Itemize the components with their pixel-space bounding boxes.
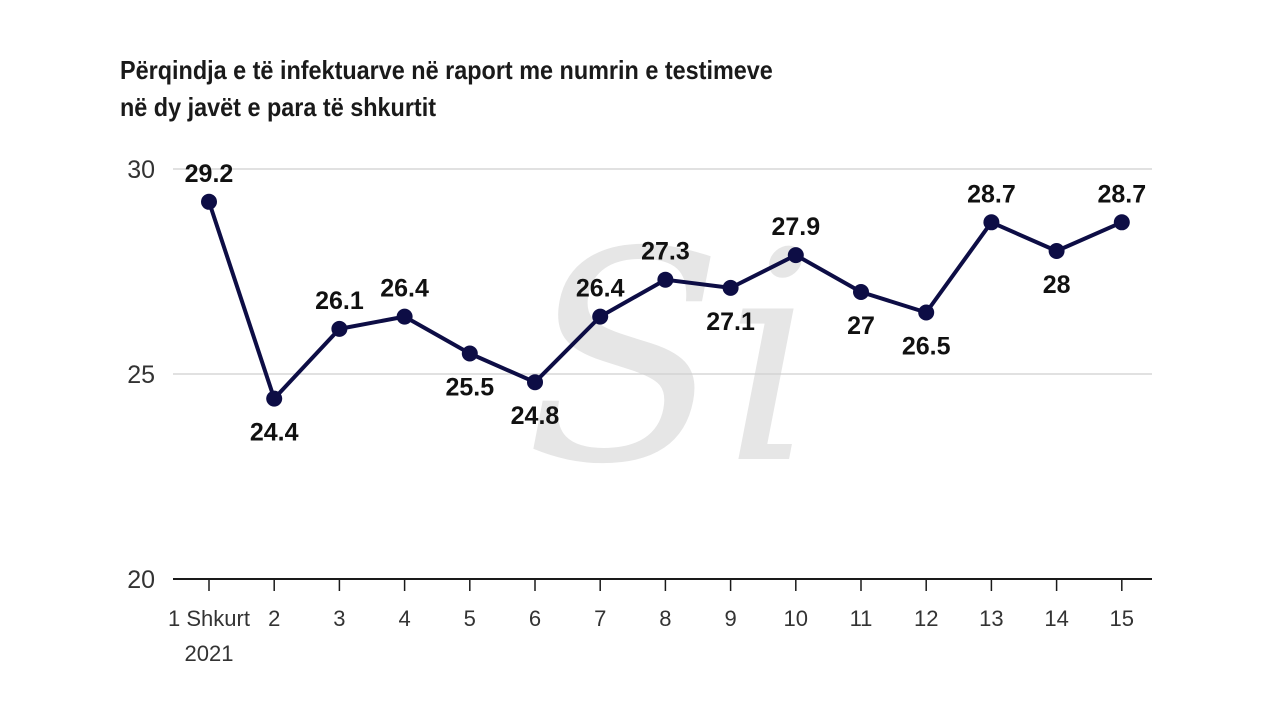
x-tick-label: 2	[268, 606, 280, 631]
chart-title-line-1: Përqindja e të infektuarve në raport me …	[120, 55, 773, 85]
chart-title-line-2: në dy javët e para të shkurtit	[120, 92, 437, 122]
data-point	[1048, 243, 1065, 259]
x-tick-label: 14	[1044, 606, 1068, 631]
data-point	[918, 304, 935, 321]
data-label: 28.7	[1097, 180, 1146, 208]
x-tick-label: 1 Shkurt	[168, 606, 250, 631]
data-label: 26.1	[315, 287, 364, 315]
data-label: 27.1	[706, 308, 755, 336]
data-point	[657, 271, 674, 288]
data-label: 24.8	[511, 402, 560, 430]
data-label: 29.2	[185, 160, 234, 188]
x-tick-label: 11	[850, 606, 873, 631]
x-tick-label: 12	[914, 606, 938, 631]
data-point	[722, 279, 739, 296]
data-label: 26.4	[380, 275, 429, 303]
data-point	[983, 214, 1000, 231]
data-point	[527, 374, 543, 391]
x-tick-label: 7	[594, 606, 606, 631]
x-tick-label: 9	[724, 606, 736, 631]
x-tick-label: 2021	[185, 641, 234, 666]
data-label: 28.7	[967, 180, 1016, 208]
data-label: 28	[1043, 271, 1071, 299]
data-point	[592, 308, 609, 325]
y-tick-label: 30	[127, 156, 155, 184]
x-tick-label: 5	[464, 606, 476, 631]
chart-title: Përqindja e të infektuarve në raport me …	[120, 52, 773, 126]
x-tick-label: 13	[979, 606, 1003, 631]
x-tick-label: 6	[529, 606, 541, 631]
x-axis-ticks: 1 Shkurt 2021 2 3 4 5 6 7 8 9 10 11 12 13 14 15	[168, 579, 1134, 666]
y-tick-label: 25	[127, 361, 155, 389]
data-point	[461, 345, 478, 362]
data-point	[201, 193, 217, 210]
data-label: 26.5	[902, 333, 951, 361]
x-tick-label: 15	[1110, 606, 1134, 631]
data-label: 27.9	[771, 213, 820, 241]
data-label: 24.4	[250, 419, 299, 447]
x-tick-label: 8	[659, 606, 671, 631]
data-point	[787, 247, 804, 264]
x-tick-label: 3	[333, 606, 345, 631]
gridlines	[173, 168, 1152, 375]
x-tick-label: 4	[398, 606, 410, 631]
data-label: 26.4	[576, 275, 625, 303]
y-axis-ticks: 20 25 30	[127, 156, 155, 594]
data-point	[1113, 214, 1130, 231]
data-labels: 29.2 24.4 26.1 26.4 25.5 24.8 26.4 27.3 27.1 27.9…	[185, 160, 1146, 447]
data-label: 27	[847, 312, 875, 340]
data-points	[201, 193, 1130, 407]
data-label: 25.5	[445, 374, 494, 402]
data-point	[853, 284, 869, 300]
x-tick-label: 10	[784, 606, 808, 631]
data-point	[396, 308, 413, 325]
data-label: 27.3	[641, 238, 690, 266]
data-point	[266, 390, 283, 407]
data-point	[331, 320, 348, 337]
y-tick-label: 20	[127, 566, 155, 594]
